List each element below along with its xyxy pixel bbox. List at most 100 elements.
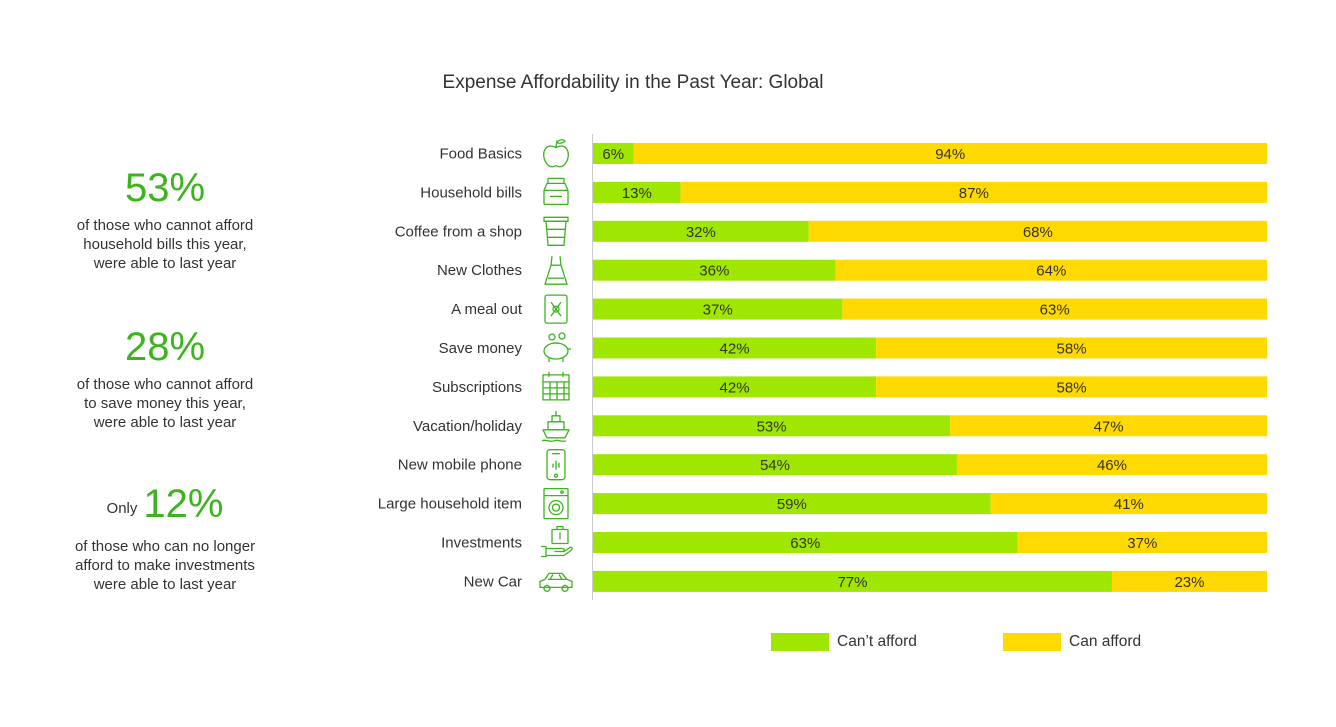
- legend-item-can-afford: Can afford: [1003, 633, 1141, 651]
- stat-value: 12%: [143, 482, 224, 526]
- ship-icon: [541, 410, 570, 443]
- data-label: 47%: [1094, 418, 1124, 435]
- legend-swatch-can-afford: [1003, 633, 1061, 651]
- bar-cant-afford: [593, 532, 1018, 553]
- category-label: Investments: [441, 535, 522, 552]
- data-label: 63%: [1040, 302, 1070, 319]
- stat-description: of those who cannot afford household bil…: [40, 216, 290, 273]
- bar-can-afford: [950, 415, 1267, 437]
- legend-label: Can afford: [1069, 633, 1142, 650]
- bar-cant-afford: [593, 376, 877, 398]
- stat-line: of those who cannot afford: [76, 217, 254, 234]
- bar-can-afford: [842, 298, 1267, 320]
- calendar-icon: [542, 371, 570, 401]
- data-label: 68%: [1023, 224, 1053, 241]
- bar-cant-afford: [593, 415, 951, 437]
- bar-cant-afford: [593, 454, 957, 476]
- category-label: Vacation/holiday: [413, 418, 522, 435]
- data-label: 32%: [686, 224, 716, 241]
- bar-can-afford: [1111, 570, 1267, 592]
- category-label: Household bills: [420, 184, 522, 201]
- data-label: 42%: [720, 341, 750, 358]
- stat-line: afford to make investments: [75, 557, 255, 574]
- stat-save-money: 28% of those who cannot afford to save m…: [40, 325, 290, 432]
- category-label: Food Basics: [439, 146, 522, 163]
- category-label: Save money: [439, 340, 523, 357]
- category-label: Coffee from a shop: [395, 223, 522, 240]
- bar-can-afford: [876, 376, 1267, 398]
- stat-line: to save money this year,: [84, 395, 246, 412]
- bar-can-afford: [835, 259, 1267, 281]
- data-label: 87%: [959, 185, 989, 202]
- category-label: Large household item: [378, 496, 522, 513]
- bar-can-afford: [956, 454, 1267, 476]
- stat-line: were able to last year: [93, 576, 237, 593]
- bar-can-afford: [990, 493, 1267, 515]
- apple-icon: [543, 139, 569, 168]
- bar-cant-afford: [593, 570, 1112, 592]
- investment-icon: [541, 525, 573, 558]
- chart-title: Expense Affordability in the Past Year: …: [442, 72, 824, 93]
- stat-line: were able to last year: [93, 255, 237, 272]
- coffee-cup-icon: [543, 216, 569, 246]
- bar-cant-afford: [593, 337, 877, 359]
- category-label: New mobile phone: [398, 457, 522, 474]
- stat-description: of those who can no longer afford to mak…: [40, 537, 290, 594]
- bar-can-afford: [808, 220, 1267, 242]
- data-label: 58%: [1057, 379, 1087, 396]
- data-label: 46%: [1097, 457, 1127, 474]
- stat-investments: Only 12% of those who can no longer affor…: [40, 482, 290, 594]
- stat-prefix: Only: [106, 500, 138, 517]
- bar-can-afford: [633, 143, 1267, 164]
- stat-value-row: Only 12%: [40, 482, 290, 531]
- washing-machine-icon: [543, 487, 569, 520]
- bar-cant-afford: [593, 493, 991, 515]
- category-label: Subscriptions: [432, 379, 522, 396]
- bar-cant-afford: [593, 298, 843, 320]
- category-label: New Clothes: [437, 262, 522, 279]
- legend-swatch-cant-afford: [771, 633, 829, 651]
- data-label: 54%: [760, 457, 790, 474]
- bar-cant-afford: [593, 220, 809, 242]
- bills-icon: [543, 177, 569, 206]
- data-label: 94%: [935, 146, 965, 163]
- data-label: 64%: [1036, 263, 1066, 280]
- dress-icon: [544, 256, 568, 285]
- data-label: 63%: [790, 535, 820, 552]
- piggy-bank-icon: [543, 332, 571, 362]
- data-label: 77%: [837, 574, 867, 591]
- category-label: A meal out: [451, 301, 523, 318]
- data-label: 23%: [1174, 574, 1204, 591]
- data-label: 41%: [1114, 496, 1144, 513]
- data-label: 37%: [1127, 535, 1157, 552]
- legend-label: Can’t afford: [837, 633, 917, 650]
- stat-line: were able to last year: [93, 414, 237, 431]
- data-label: 36%: [699, 263, 729, 280]
- bar-cant-afford: [593, 259, 836, 281]
- data-label: 53%: [757, 418, 787, 435]
- stat-value: 53%: [124, 166, 206, 210]
- data-label: 58%: [1057, 341, 1087, 358]
- stat-line: of those who cannot afford: [76, 376, 254, 393]
- car-icon: [539, 572, 573, 593]
- stat-household-bills: 53% of those who cannot afford household…: [40, 166, 290, 273]
- stat-line: household bills this year,: [83, 236, 247, 253]
- mobile-phone-icon: [546, 449, 566, 481]
- meal-icon: [544, 294, 568, 324]
- legend-item-cant-afford: Can’t afford: [771, 633, 917, 651]
- bar-cant-afford: [593, 181, 681, 203]
- data-label: 13%: [622, 185, 652, 202]
- category-label: New Car: [464, 573, 522, 590]
- bar-can-afford: [680, 181, 1267, 203]
- bar-cant-afford: [593, 143, 634, 164]
- data-label: 6%: [602, 146, 624, 163]
- stat-line: of those who can no longer: [74, 538, 256, 555]
- data-label: 42%: [720, 379, 750, 396]
- data-label: 37%: [703, 302, 733, 319]
- data-label: 59%: [777, 496, 807, 513]
- stat-value: 28%: [124, 325, 206, 369]
- bar-can-afford: [876, 337, 1267, 359]
- bar-can-afford: [1017, 532, 1267, 553]
- stat-description: of those who cannot afford to save money…: [40, 375, 290, 432]
